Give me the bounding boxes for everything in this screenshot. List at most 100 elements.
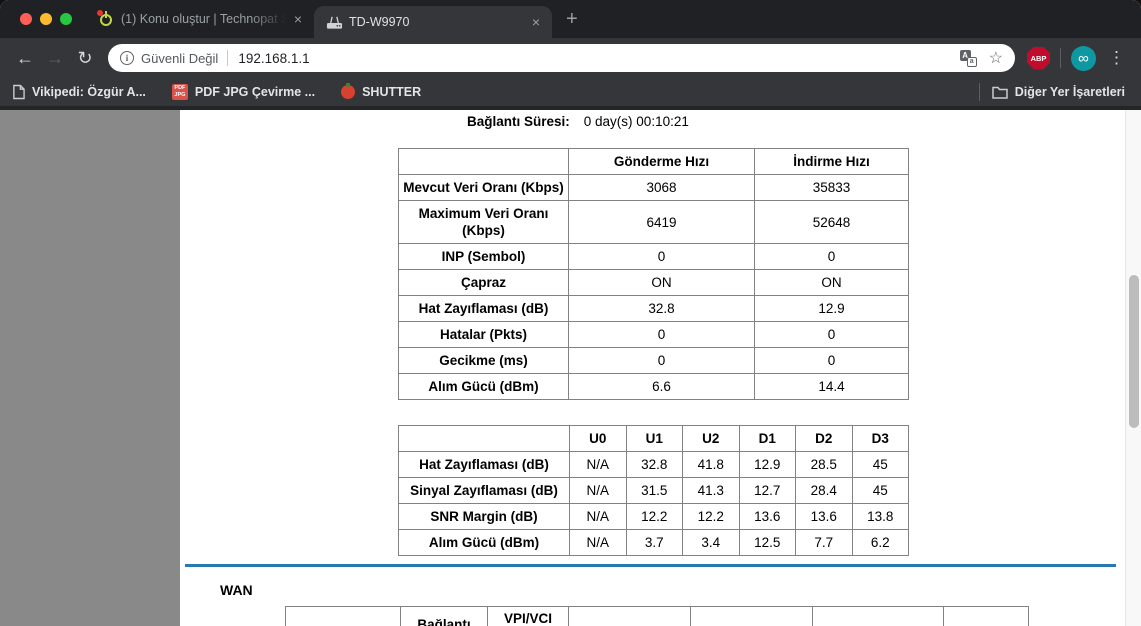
other-bookmarks-button[interactable]: Diğer Yer İşaretleri xyxy=(991,85,1125,99)
tab-title: TD-W9970 xyxy=(349,15,410,29)
table-row: Gecikme (ms) 0 0 xyxy=(398,347,909,374)
cell-value: 0 xyxy=(754,347,909,374)
row-label: SNR Margin (dB) xyxy=(398,503,570,530)
close-tab-icon[interactable]: × xyxy=(293,11,302,27)
column-header: İndirme Hızı xyxy=(754,148,909,175)
cell-value: 0 xyxy=(754,321,909,348)
row-label: Hat Zayıflaması (dB) xyxy=(398,451,570,478)
column-header: Gönderme Hızı xyxy=(568,148,755,175)
bookmark-pdf-jpg[interactable]: PDF JPG PDF JPG Çevirme ... xyxy=(171,84,316,100)
cell-value: ON xyxy=(754,269,909,296)
cell-value: 7.7 xyxy=(795,529,853,556)
bookmarks-divider xyxy=(978,83,980,101)
table-row: Alım Gücü (dBm) 6.6 14.4 xyxy=(398,373,909,400)
table-row: Alım Gücü (dBm) N/A 3.7 3.4 12.5 7.7 6.2 xyxy=(398,529,909,556)
cell-value: 6419 xyxy=(568,200,755,244)
cell-value: 28.5 xyxy=(795,451,853,478)
cell-value: 6.6 xyxy=(568,373,755,400)
minimize-window-button[interactable] xyxy=(40,13,52,25)
bookmark-label: PDF JPG Çevirme ... xyxy=(194,85,316,99)
connection-time-label: Bağlantı Süresi: xyxy=(467,114,570,129)
bookmarks-bar: Vikipedi: Özgür A... PDF JPG PDF JPG Çev… xyxy=(0,78,1141,106)
connection-time-value: 0 day(s) 00:10:21 xyxy=(583,114,689,129)
cell-value: 41.8 xyxy=(682,451,740,478)
adblock-plus-extension-icon[interactable]: ABP xyxy=(1027,46,1050,70)
new-tab-button[interactable]: + xyxy=(566,8,578,30)
row-label: INP (Sembol) xyxy=(398,243,569,270)
bookmarks-bar-shadow xyxy=(0,106,1141,110)
cell-value: 0 xyxy=(568,243,755,270)
table-row: Hat Zayıflaması (dB) 32.8 12.9 xyxy=(398,295,909,322)
browser-menu-icon[interactable]: ⋮ xyxy=(1108,48,1125,67)
wan-section-title: WAN xyxy=(220,582,253,598)
close-window-button[interactable] xyxy=(20,13,32,25)
security-chip[interactable]: Güvenli Değil xyxy=(141,50,219,66)
row-label: Alım Gücü (dBm) xyxy=(398,373,569,400)
cell-value: 52648 xyxy=(754,200,909,244)
tab-technopat[interactable]: (1) Konu oluştur | Technopat S × xyxy=(86,0,314,38)
cell-value: 12.9 xyxy=(754,295,909,322)
cell-value: 32.8 xyxy=(625,451,683,478)
page-icon xyxy=(13,84,25,100)
forward-icon: → xyxy=(46,47,64,68)
cell-value: 32.8 xyxy=(568,295,755,322)
cell-value: 6.2 xyxy=(851,529,909,556)
folder-icon xyxy=(991,86,1008,99)
pdf-jpg-icon: PDF JPG xyxy=(171,84,188,100)
column-header xyxy=(398,148,569,175)
column-header: U1 xyxy=(625,425,683,452)
tab-td-w9970[interactable]: TD-W9970 × xyxy=(314,6,552,38)
cell-value: 13.6 xyxy=(738,503,796,530)
table-row: Çapraz ON ON xyxy=(398,269,909,296)
bookmark-label: Vikipedi: Özgür A... xyxy=(32,85,146,99)
url-text[interactable]: 192.168.1.1 xyxy=(238,50,310,66)
scrollbar-thumb[interactable] xyxy=(1129,275,1139,428)
info-icon[interactable]: i xyxy=(120,51,134,65)
cell-value: 45 xyxy=(851,477,909,504)
cell-value: 12.2 xyxy=(625,503,683,530)
column-header: Bağlantı xyxy=(400,606,488,626)
wan-table: Bağlantı VPI/VCI xyxy=(285,606,1029,626)
table-row: Maximum Veri Oranı (Kbps) 6419 52648 xyxy=(398,200,909,244)
cell-value: N/A xyxy=(569,529,627,556)
column-header: D3 xyxy=(851,425,909,452)
bookmark-label: SHUTTER xyxy=(362,85,422,99)
row-label: Maximum Veri Oranı (Kbps) xyxy=(398,200,569,244)
traffic-lights xyxy=(0,0,86,38)
translate-icon[interactable]: A a xyxy=(959,49,977,67)
table-row: INP (Sembol) 0 0 xyxy=(398,243,909,270)
back-icon[interactable]: ← xyxy=(16,47,34,68)
zoom-window-button[interactable] xyxy=(60,13,72,25)
cell-value: 41.3 xyxy=(682,477,740,504)
cell-value: 0 xyxy=(754,243,909,270)
cell-value: 3.4 xyxy=(682,529,740,556)
bookmark-shutter[interactable]: SHUTTER xyxy=(341,83,422,99)
header-row: Bağlantı VPI/VCI xyxy=(285,606,1029,626)
tab-title: (1) Konu oluştur | Technopat S xyxy=(121,12,286,26)
cell-value: 12.7 xyxy=(738,477,796,504)
column-header: D1 xyxy=(738,425,796,452)
address-bar[interactable]: i Güvenli Değil 192.168.1.1 A a ☆ xyxy=(108,44,1015,72)
cell-value: N/A xyxy=(569,477,627,504)
vertical-scrollbar[interactable] xyxy=(1125,110,1141,626)
column-header: U2 xyxy=(682,425,740,452)
toolbar-divider xyxy=(1060,48,1061,68)
router-nav-sidebar xyxy=(0,110,180,626)
cell-value: 28.4 xyxy=(795,477,853,504)
cell-value: 12.5 xyxy=(738,529,796,556)
reload-icon[interactable]: ↻ xyxy=(77,47,93,68)
row-label: Mevcut Veri Oranı (Kbps) xyxy=(398,174,569,201)
bookmark-star-icon[interactable]: ☆ xyxy=(988,50,1003,67)
cell-value: 3068 xyxy=(568,174,755,201)
column-header xyxy=(690,606,813,626)
router-status-page: Bağlantı Süresi: 0 day(s) 00:10:21 Gönde… xyxy=(180,110,1125,626)
close-tab-icon[interactable]: × xyxy=(531,14,540,30)
browser-toolbar: ← → ↻ i Güvenli Değil 192.168.1.1 A a ☆ … xyxy=(0,38,1141,78)
section-divider xyxy=(185,564,1116,567)
arduino-extension-icon[interactable]: ∞ xyxy=(1071,45,1096,71)
bookmark-vikipedi[interactable]: Vikipedi: Özgür A... xyxy=(12,84,146,100)
column-header xyxy=(285,606,401,626)
table-row: Sinyal Zayıflaması (dB) N/A 31.5 41.3 12.7 28… xyxy=(398,477,909,504)
connection-time-row: Bağlantı Süresi: 0 day(s) 00:10:21 xyxy=(467,114,689,129)
dsl-rate-stats-table: Gönderme Hızı İndirme Hızı Mevcut Veri Ora… xyxy=(398,148,909,400)
